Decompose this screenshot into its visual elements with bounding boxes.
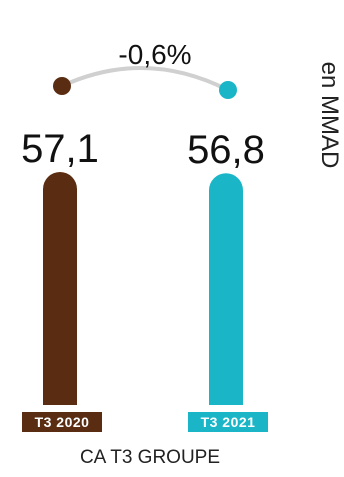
unit-label: en MMAD bbox=[316, 62, 343, 169]
change-label: -0,6% bbox=[118, 39, 191, 70]
category-label-t3-2020: T3 2020 bbox=[35, 414, 90, 430]
marker-dot-t3-2020 bbox=[53, 77, 71, 95]
chart-title: CA T3 GROUPE bbox=[80, 447, 220, 468]
bar-t3-2020 bbox=[43, 172, 77, 405]
category-tag-t3-2020 bbox=[22, 412, 102, 432]
change-connector bbox=[60, 66, 230, 92]
category-label-t3-2021: T3 2021 bbox=[201, 414, 256, 430]
value-label-t3-2020: 57,1 bbox=[21, 127, 99, 171]
category-tag-t3-2021 bbox=[188, 412, 268, 432]
bar-t3-2021 bbox=[209, 173, 243, 405]
value-label-t3-2021: 56,8 bbox=[187, 128, 265, 172]
marker-dot-t3-2021 bbox=[219, 81, 237, 99]
